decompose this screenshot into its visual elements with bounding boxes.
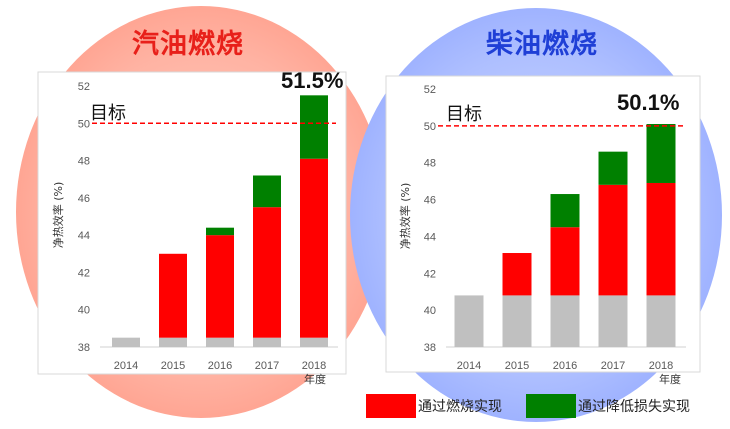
legend-item-combustion: 通过燃烧实现 — [366, 393, 502, 419]
gasoline-bar-base-2015 — [159, 337, 187, 347]
gasoline-bar-base-2016 — [206, 337, 234, 347]
legend-swatch-combustion — [366, 394, 416, 418]
diesel-bar-base-2015 — [502, 295, 532, 347]
gasoline-bar-combustion-2018 — [300, 158, 328, 338]
diesel-x-tick-label: 2014 — [457, 360, 481, 372]
diesel-target-label: 目标 — [446, 104, 482, 125]
gasoline-y-tick-label: 46 — [78, 193, 90, 205]
gasoline-bar-loss-reduction-2018 — [300, 95, 328, 159]
gasoline-title: 汽油燃烧 — [132, 29, 244, 60]
gasoline-plot-area — [37, 71, 347, 375]
gasoline-x-axis-label: 年度 — [304, 372, 326, 386]
gasoline-bar-base-2017 — [253, 337, 281, 347]
gasoline-y-tick-label: 48 — [78, 156, 90, 168]
gasoline-y-axis-label: 净热效率 (%) — [51, 182, 65, 249]
diesel-bar-loss-reduction-2018 — [646, 124, 676, 183]
gasoline-y-tick-label: 44 — [78, 230, 90, 242]
diesel-bar-combustion-2017 — [598, 184, 628, 296]
diesel-y-tick-label: 42 — [424, 268, 436, 280]
diesel-x-tick-label: 2018 — [649, 360, 673, 372]
gasoline-peak-annotation: 51.5% — [281, 68, 343, 93]
legend-label-loss-reduction: 通过降低损失实现 — [578, 399, 690, 415]
gasoline-target-label: 目标 — [90, 103, 126, 124]
diesel-bar-loss-reduction-2016 — [550, 194, 580, 228]
gasoline-x-tick-label: 2016 — [208, 360, 232, 372]
diesel-y-tick-label: 50 — [424, 121, 436, 133]
diesel-bar-loss-reduction-2017 — [598, 151, 628, 185]
legend-item-loss-reduction: 通过降低损失实现 — [526, 393, 690, 419]
gasoline-x-tick-label: 2017 — [255, 360, 279, 372]
diesel-bar-base-2018 — [646, 295, 676, 347]
gasoline-bar-base-2014 — [112, 337, 140, 347]
diesel-bar-combustion-2018 — [646, 182, 676, 296]
gasoline-x-tick-label: 2015 — [161, 360, 185, 372]
diesel-y-tick-label: 46 — [424, 195, 436, 207]
diesel-x-axis-label: 年度 — [659, 372, 681, 386]
gasoline-bar-loss-reduction-2016 — [206, 227, 234, 236]
diesel-y-tick-label: 52 — [424, 84, 436, 96]
diesel-y-axis-label: 净热效率 (%) — [398, 183, 412, 250]
legend-label-combustion: 通过燃烧实现 — [418, 399, 502, 415]
diesel-peak-annotation: 50.1% — [617, 90, 679, 115]
diesel-bar-base-2014 — [454, 295, 484, 347]
gasoline-y-tick-label: 50 — [78, 118, 90, 130]
gasoline-x-tick-label: 2018 — [302, 360, 326, 372]
gasoline-x-tick-label: 2014 — [114, 360, 138, 372]
diesel-bar-combustion-2015 — [502, 253, 532, 296]
diesel-y-tick-label: 48 — [424, 158, 436, 170]
diesel-y-tick-label: 44 — [424, 231, 436, 243]
gasoline-bar-combustion-2017 — [253, 207, 281, 338]
diesel-title: 柴油燃烧 — [486, 29, 598, 60]
gasoline-bar-combustion-2015 — [159, 253, 187, 338]
gasoline-y-tick-label: 40 — [78, 305, 90, 317]
diesel-x-tick-label: 2016 — [553, 360, 577, 372]
diesel-bar-base-2016 — [550, 295, 580, 347]
gasoline-y-tick-label: 38 — [78, 342, 90, 354]
gasoline-y-tick-label: 52 — [78, 81, 90, 93]
legend-swatch-loss-reduction — [526, 394, 576, 418]
diesel-x-tick-label: 2015 — [505, 360, 529, 372]
gasoline-bar-combustion-2016 — [206, 235, 234, 338]
diesel-y-tick-label: 40 — [424, 305, 436, 317]
gasoline-bar-base-2018 — [300, 337, 328, 347]
diesel-y-tick-label: 38 — [424, 342, 436, 354]
diesel-bar-combustion-2016 — [550, 227, 580, 296]
diesel-bar-base-2017 — [598, 295, 628, 347]
diesel-x-tick-label: 2017 — [601, 360, 625, 372]
gasoline-y-tick-label: 42 — [78, 267, 90, 279]
gasoline-bar-loss-reduction-2017 — [253, 175, 281, 208]
